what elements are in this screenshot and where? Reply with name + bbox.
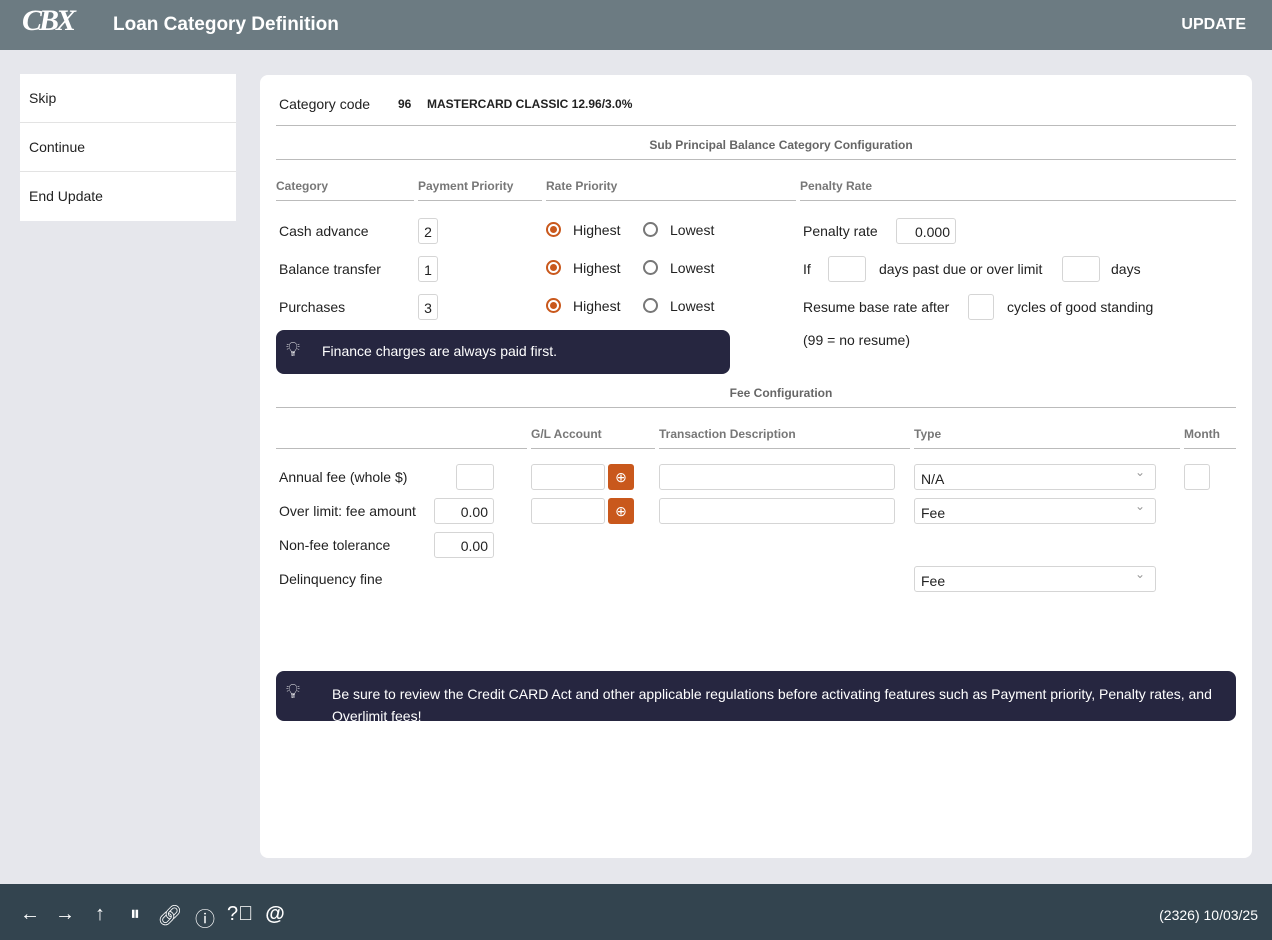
lowest-label: Lowest bbox=[670, 222, 715, 238]
col-payment-priority: Payment Priority bbox=[418, 179, 514, 193]
zoom-in-icon[interactable]: ⊕ bbox=[608, 498, 634, 524]
at-icon[interactable]: @ bbox=[265, 903, 285, 925]
over-limit-type-select[interactable]: Fee bbox=[914, 498, 1156, 524]
penalty-rate-label: Penalty rate bbox=[803, 223, 878, 239]
non-fee-tolerance-input[interactable]: 0.00 bbox=[434, 532, 494, 558]
sidebar-item-end-update[interactable]: End Update bbox=[29, 188, 103, 204]
footer-bar bbox=[0, 884, 1272, 940]
divider bbox=[800, 200, 1236, 201]
penalty-rate-input[interactable]: 0.000 bbox=[896, 218, 956, 244]
col-rate-priority: Rate Priority bbox=[546, 179, 618, 193]
cbx-logo: CBX bbox=[22, 4, 76, 37]
priority-input-balance-transfer[interactable]: 1 bbox=[418, 256, 438, 282]
divider bbox=[914, 448, 1180, 449]
delinquency-type-select[interactable]: Fee bbox=[914, 566, 1156, 592]
annual-fee-input[interactable] bbox=[456, 464, 494, 490]
divider bbox=[276, 125, 1236, 126]
arrow-left-icon[interactable]: ← bbox=[20, 903, 40, 925]
finance-tip-text: Finance charges are always paid first. bbox=[322, 343, 557, 359]
over-limit-fee-input[interactable]: 0.00 bbox=[434, 498, 494, 524]
help-icon[interactable]: ?⃝ bbox=[227, 903, 254, 925]
row-label-balance-transfer: Balance transfer bbox=[279, 261, 381, 277]
lowest-label: Lowest bbox=[670, 298, 715, 314]
pause-icon[interactable]: ⏸︎ bbox=[130, 903, 140, 925]
lightbulb-icon: 💡︎ bbox=[286, 681, 300, 703]
col-gl-account: G/L Account bbox=[531, 427, 602, 441]
cycles-label: cycles of good standing bbox=[1007, 299, 1154, 315]
over-limit-gl-input[interactable] bbox=[531, 498, 605, 524]
days-past-due-input[interactable] bbox=[828, 256, 866, 282]
radio-highest-balance-transfer[interactable] bbox=[546, 260, 561, 275]
col-type: Type bbox=[914, 427, 942, 441]
col-transaction-description: Transaction Description bbox=[659, 427, 796, 441]
page-title: Loan Category Definition bbox=[113, 14, 339, 35]
status-text: (2326) 10/03/25 bbox=[1159, 907, 1258, 923]
over-limit-fee-label: Over limit: fee amount bbox=[279, 503, 416, 519]
selected-value: Fee bbox=[921, 573, 946, 589]
info-icon[interactable]: ⓘ bbox=[195, 909, 215, 931]
divider bbox=[276, 448, 527, 449]
annual-fee-month-input[interactable] bbox=[1184, 464, 1210, 490]
radio-highest-purchases[interactable] bbox=[546, 298, 561, 313]
regulation-tip: 💡︎ Be sure to review the Credit CARD Act… bbox=[276, 671, 1236, 721]
radio-lowest-balance-transfer[interactable] bbox=[643, 260, 658, 275]
category-code-label: Category code bbox=[279, 96, 371, 112]
selected-value: Fee bbox=[921, 505, 946, 521]
highest-label: Highest bbox=[573, 260, 621, 276]
sub-section-title: Sub Principal Balance Category Configura… bbox=[649, 138, 913, 152]
divider bbox=[418, 200, 542, 201]
over-limit-description-input[interactable] bbox=[659, 498, 895, 524]
col-penalty-rate: Penalty Rate bbox=[800, 179, 873, 193]
lightbulb-icon: 💡︎ bbox=[286, 339, 300, 361]
divider bbox=[659, 448, 910, 449]
row-label-purchases: Purchases bbox=[279, 299, 346, 315]
selected-value: N/A bbox=[921, 471, 945, 487]
app-header bbox=[0, 0, 1272, 50]
col-category: Category bbox=[276, 179, 329, 193]
link-icon[interactable]: 🔗︎ bbox=[157, 905, 183, 927]
highest-label: Highest bbox=[573, 298, 621, 314]
days-past-due-label: days past due or over limit bbox=[879, 261, 1043, 277]
resume-label: Resume base rate after bbox=[803, 299, 950, 315]
arrow-right-icon[interactable]: → bbox=[55, 903, 75, 925]
divider bbox=[546, 200, 796, 201]
resume-note: (99 = no resume) bbox=[803, 332, 910, 348]
regulation-tip-text: Be sure to review the Credit CARD Act an… bbox=[332, 686, 1212, 721]
priority-input-purchases[interactable]: 3 bbox=[418, 294, 438, 320]
annual-fee-gl-input[interactable] bbox=[531, 464, 605, 490]
annual-fee-description-input[interactable] bbox=[659, 464, 895, 490]
days-label: days bbox=[1111, 261, 1141, 277]
resume-cycles-input[interactable] bbox=[968, 294, 994, 320]
divider bbox=[276, 159, 1236, 160]
if-label: If bbox=[803, 261, 811, 277]
annual-fee-type-select[interactable]: N/A bbox=[914, 464, 1156, 490]
highest-label: Highest bbox=[573, 222, 621, 238]
arrow-up-icon[interactable]: ↑ bbox=[95, 903, 105, 925]
category-name: MASTERCARD CLASSIC 12.96/3.0% bbox=[427, 97, 633, 111]
priority-input-cash-advance[interactable]: 2 bbox=[418, 218, 438, 244]
row-label-cash-advance: Cash advance bbox=[279, 223, 369, 239]
finance-tip: 💡︎ Finance charges are always paid first… bbox=[276, 330, 730, 374]
radio-lowest-cash-advance[interactable] bbox=[643, 222, 658, 237]
category-code: 96 bbox=[398, 97, 412, 111]
delinquency-fine-label: Delinquency fine bbox=[279, 571, 383, 587]
divider bbox=[531, 448, 655, 449]
mode-label: UPDATE bbox=[1181, 16, 1246, 33]
radio-highest-cash-advance[interactable] bbox=[546, 222, 561, 237]
col-month: Month bbox=[1184, 427, 1220, 441]
zoom-in-icon[interactable]: ⊕ bbox=[608, 464, 634, 490]
fee-section-title: Fee Configuration bbox=[729, 386, 833, 400]
over-limit-days-input[interactable] bbox=[1062, 256, 1100, 282]
divider bbox=[276, 200, 414, 201]
lowest-label: Lowest bbox=[670, 260, 715, 276]
sidebar-item-continue[interactable]: Continue bbox=[20, 123, 236, 172]
annual-fee-label: Annual fee (whole $) bbox=[279, 469, 408, 485]
sidebar: Skip Continue End Update bbox=[20, 74, 236, 221]
non-fee-tolerance-label: Non-fee tolerance bbox=[279, 537, 391, 553]
sidebar-item-skip[interactable]: Skip bbox=[20, 74, 236, 123]
divider bbox=[1184, 448, 1236, 449]
divider bbox=[276, 407, 1236, 408]
radio-lowest-purchases[interactable] bbox=[643, 298, 658, 313]
